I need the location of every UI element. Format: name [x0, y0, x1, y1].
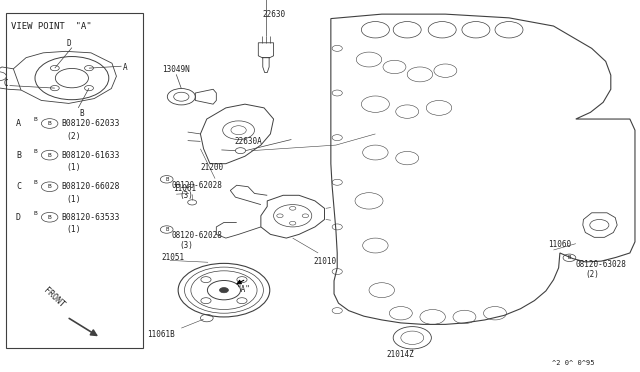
Text: 11061B: 11061B	[148, 330, 175, 339]
Text: B: B	[165, 227, 168, 232]
Text: B: B	[48, 121, 51, 126]
Text: (3): (3)	[179, 191, 193, 200]
Text: B: B	[34, 180, 38, 185]
Text: B: B	[79, 109, 84, 118]
Text: (2): (2)	[66, 132, 81, 141]
Text: B: B	[165, 177, 168, 182]
Text: A: A	[123, 63, 127, 72]
Text: (2): (2)	[586, 270, 599, 279]
Text: VIEW POINT  "A": VIEW POINT "A"	[12, 22, 92, 31]
Text: B: B	[48, 184, 51, 189]
Text: FRONT: FRONT	[42, 286, 66, 310]
Text: 08120-62028: 08120-62028	[172, 231, 223, 240]
Text: "A": "A"	[237, 285, 250, 294]
Text: 21051: 21051	[161, 253, 184, 262]
Text: C: C	[4, 79, 8, 88]
Text: 08120-63028: 08120-63028	[576, 260, 627, 269]
Text: B: B	[568, 255, 571, 260]
Text: B08120-63533: B08120-63533	[61, 213, 120, 222]
Circle shape	[220, 288, 228, 293]
FancyBboxPatch shape	[6, 13, 143, 348]
Text: A: A	[16, 119, 21, 128]
Text: B08120-66028: B08120-66028	[61, 182, 120, 191]
Text: (3): (3)	[179, 241, 193, 250]
Text: (1): (1)	[66, 225, 81, 234]
Text: 21200: 21200	[200, 163, 223, 172]
Text: 22630: 22630	[263, 10, 286, 19]
Text: 21014Z: 21014Z	[387, 350, 415, 359]
Text: B: B	[34, 148, 38, 154]
Text: (1): (1)	[66, 195, 81, 204]
Text: B: B	[16, 151, 21, 160]
Text: C: C	[16, 182, 21, 191]
Text: (1): (1)	[66, 163, 81, 172]
Text: B08120-62033: B08120-62033	[61, 119, 120, 128]
Text: B: B	[34, 117, 38, 122]
Text: 22630A: 22630A	[234, 137, 262, 146]
Text: 08120-62028: 08120-62028	[172, 181, 223, 190]
Text: B: B	[48, 215, 51, 220]
Text: B: B	[34, 211, 38, 216]
Text: 11060: 11060	[548, 240, 572, 249]
Text: ^2 0^ 0^95: ^2 0^ 0^95	[552, 360, 595, 366]
Text: 21010: 21010	[313, 257, 336, 266]
Text: B08120-61633: B08120-61633	[61, 151, 120, 160]
Text: 11061: 11061	[173, 185, 196, 193]
Text: D: D	[67, 39, 71, 48]
Text: D: D	[16, 213, 21, 222]
Text: B: B	[48, 153, 51, 158]
Text: 13049N: 13049N	[163, 65, 190, 74]
